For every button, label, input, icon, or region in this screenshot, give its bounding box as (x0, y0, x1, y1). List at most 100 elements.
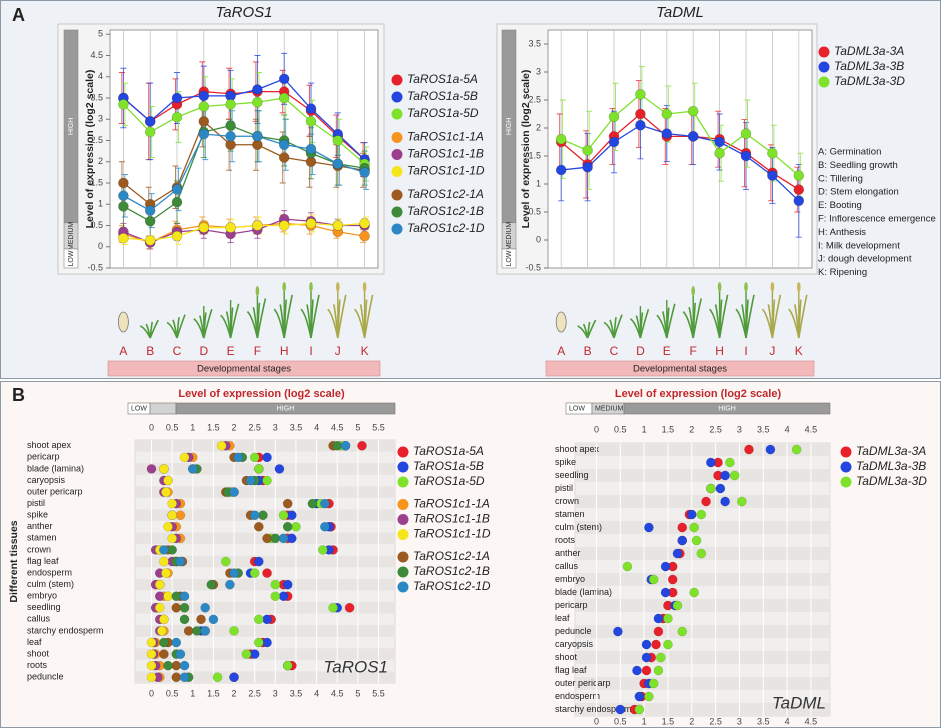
data-point (146, 649, 157, 659)
data-point (253, 521, 264, 532)
data-point (793, 195, 805, 207)
data-point (660, 587, 671, 598)
data-point (252, 96, 263, 108)
data-point (278, 139, 290, 151)
category-label: peduncle (27, 672, 64, 682)
data-point (332, 135, 344, 146)
data-point (159, 637, 169, 648)
data-point (705, 457, 716, 468)
y-tick-label: 3 (98, 114, 103, 124)
data-point (262, 475, 272, 486)
data-point (144, 215, 156, 227)
y-tick-label: 2.5 (528, 94, 541, 104)
x-tick-label: C (610, 344, 619, 358)
data-point (307, 498, 318, 509)
data-point (655, 652, 666, 663)
data-point (661, 108, 673, 120)
plot-area (109, 29, 379, 269)
data-point (278, 220, 290, 231)
x-tick-label: F (254, 344, 261, 358)
data-point (167, 498, 177, 509)
x-tick-label: 5.5 (372, 422, 385, 432)
x-tick-label: 3.5 (757, 424, 770, 434)
y-tick-label: 2.5 (90, 135, 103, 145)
legend-label: TaROS1a-5B (413, 459, 484, 473)
row-stripe (575, 573, 830, 586)
data-point (200, 602, 211, 613)
x-tick-label: 4.5 (805, 424, 818, 434)
data-point (171, 230, 183, 242)
y-tick-label: 3.5 (528, 38, 541, 48)
row-stripe (135, 671, 395, 683)
series-line (123, 218, 365, 244)
stage-icon (362, 282, 367, 292)
category-label: crown (27, 544, 51, 554)
data-point (179, 614, 190, 625)
category-label: pistil (555, 483, 573, 493)
x-tick-label: 0 (149, 688, 154, 698)
data-point (634, 704, 645, 715)
data-point (793, 184, 805, 195)
data-point (720, 470, 730, 481)
data-point (159, 545, 169, 555)
category-label: endosperm (555, 691, 600, 701)
x-tick-label: 4.5 (331, 422, 344, 432)
level-band (63, 248, 79, 269)
data-point (175, 556, 186, 567)
y-tick-label: 2 (98, 156, 103, 166)
data-point (229, 568, 239, 578)
legend-label: TaDML3a-3B (834, 59, 904, 73)
data-point (206, 579, 217, 590)
legend-marker (391, 91, 403, 103)
data-point (663, 639, 673, 650)
level-label: MEDIUM (595, 405, 624, 412)
data-point (171, 660, 182, 671)
category-label: roots (27, 660, 48, 670)
x-tick-label: A (119, 344, 127, 358)
x-tick-label: B (584, 344, 592, 358)
data-point (241, 649, 252, 659)
category-label: flag leaf (27, 556, 59, 566)
data-point (714, 136, 725, 148)
level-label: HIGH (68, 118, 75, 136)
data-point (305, 103, 317, 114)
category-label: shoot (555, 652, 578, 662)
legend-label: TaROS1c1-1A (407, 130, 484, 144)
data-point (179, 660, 190, 671)
y-tick-label: 1.5 (90, 177, 103, 187)
series-line (123, 222, 365, 242)
data-point (660, 561, 671, 572)
x-tick-label: 4 (785, 716, 790, 726)
y-axis-label: Level of expression (log2 scale) (520, 70, 532, 229)
legend-marker (840, 446, 852, 458)
data-point (212, 672, 223, 683)
stage-icon (176, 314, 186, 339)
y-tick-label: 3 (536, 66, 541, 76)
series-line (123, 133, 365, 212)
stage-icon (613, 314, 623, 339)
stage-key: F: Inflorescence emergence (818, 214, 936, 225)
x-tick-label: D (199, 344, 208, 358)
data-point (641, 652, 652, 663)
row-stripe (135, 555, 395, 568)
legend-marker (391, 206, 403, 218)
y-axis-label: Level of expression (log2 scale) (84, 70, 96, 229)
data-point (282, 521, 293, 532)
stage-icon (744, 282, 748, 292)
category-label: starchy endosperm (555, 704, 632, 714)
data-point (663, 613, 673, 624)
x-tick-label: 2.5 (248, 422, 261, 432)
x-tick-label: K (795, 344, 803, 358)
x-tick-label: A (557, 344, 565, 358)
data-point (608, 111, 620, 123)
level-label: LOW (131, 405, 147, 412)
data-point (332, 220, 344, 231)
data-point (171, 672, 182, 683)
data-point (198, 128, 210, 140)
category-label: anther (555, 548, 581, 558)
row-stripe (135, 578, 395, 591)
data-point (118, 177, 129, 189)
x-tick-label: 4 (785, 424, 790, 434)
y-tick-label: 2 (536, 122, 541, 132)
